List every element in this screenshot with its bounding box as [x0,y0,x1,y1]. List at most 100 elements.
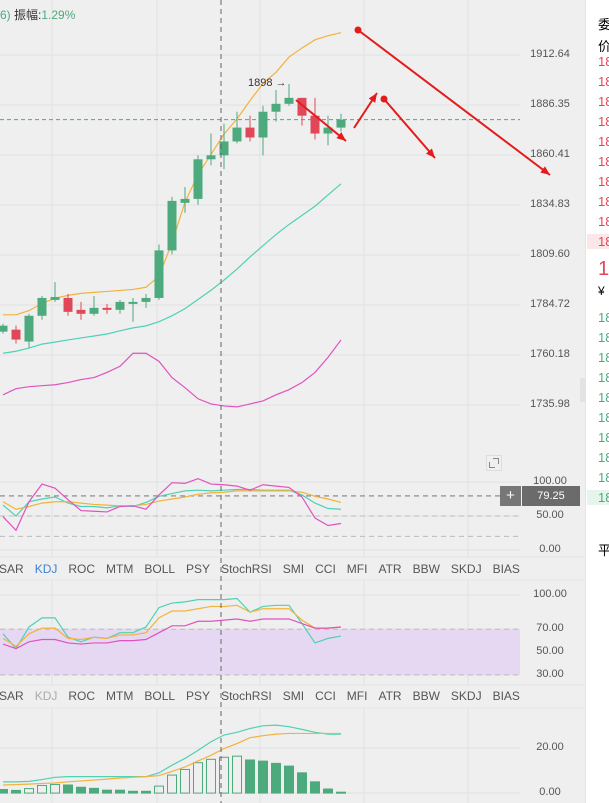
histogram-bar [219,756,229,794]
y-axis-tick-label: 0.00 [539,543,561,555]
y-axis-tick-label: 1834.83 [530,198,570,210]
y-axis-tick-label: 100.00 [533,588,567,600]
expand-icon[interactable] [486,455,502,471]
indicator-tab-smi[interactable]: SMI [282,689,305,703]
indicator-tab-roc[interactable]: ROC [68,689,96,703]
indicator-tab-bbw[interactable]: BBW [412,562,440,576]
indicator-tab-sar[interactable]: SAR [0,689,24,703]
y-axis-tick-label: 1735.98 [530,398,570,410]
y-axis-tick-label: 1809.60 [530,248,570,260]
indicator-tab-kdj[interactable]: KDJ [34,562,58,576]
bid-price: 18 [598,330,609,345]
y-axis-tick-label: 1860.41 [530,148,570,160]
ask-price: 18 [598,74,609,89]
side-panel-collapse-handle[interactable] [580,378,586,402]
histogram-bar [310,781,320,794]
indicator-tab-kdj[interactable]: KDJ [34,689,58,703]
y-axis-tick-label: 1760.18 [530,348,570,360]
candle-body [297,97,307,116]
amplitude-header: 6) 振幅:1.29% [0,6,75,23]
price-column-label: 价 [598,36,609,55]
y-axis-tick-label: 0.00 [539,786,561,798]
bid-price: 18 [598,470,609,485]
indicator-tab-boll[interactable]: BOLL [144,689,176,703]
high-price-annotation: 1898 → [248,77,287,89]
crosshair-add-button[interactable]: + [500,486,521,506]
histogram-bar [258,760,268,794]
amplitude-label: 振幅: [14,8,42,22]
candle-body [37,297,47,316]
bid-price: 18 [598,410,609,425]
indicator-tab-stochrsi[interactable]: StochRSI [221,562,272,576]
candle-body [24,315,34,342]
annotation-dot [380,95,388,103]
indicator-tab-boll[interactable]: BOLL [144,562,176,576]
y-axis-tick-label: 70.00 [536,622,564,634]
indicator-tab-mtm[interactable]: MTM [106,562,134,576]
ask-price: 18 [598,174,609,189]
currency-symbol: ¥ [598,284,605,298]
candle-body [310,115,320,134]
candle-body [258,111,268,138]
candle-body [206,155,216,160]
order-book-title: 委 [598,14,609,33]
y-axis-tick-label: 30.00 [536,668,564,680]
indicator-tab-skdj[interactable]: SKDJ [450,689,482,703]
series-line-teal [2,488,342,517]
histogram-bar [89,787,99,794]
series-line-orange [3,32,342,316]
series-line-magenta [2,618,342,650]
order-book-footer: 平 [598,540,609,559]
histogram-bar [297,772,307,794]
ask-price: 18 [598,94,609,109]
indicator-tab-cci[interactable]: CCI [315,689,336,703]
stock-chart[interactable]: 1898 → [0,0,585,803]
indicator-tab-mfi[interactable]: MFI [346,689,368,703]
candle-body [193,159,203,199]
indicator-tab-bias[interactable]: BIAS [492,689,520,703]
annotation-arrow-line [295,99,347,142]
candle-body [76,309,86,314]
ask-price: 18 [598,54,609,69]
order-book-panel: 委价181818181818181818181¥1818181818181818… [585,0,609,803]
indicator-tab-smi[interactable]: SMI [282,562,305,576]
candle-body [180,198,190,203]
indicator-tab-psy[interactable]: PSY [186,689,211,703]
bid-price: 18 [598,390,609,405]
candle-body [245,127,255,138]
candle-body [154,250,164,298]
indicator-tab-psy[interactable]: PSY [186,562,211,576]
histogram-bar [245,759,255,794]
crosshair-value-label: 79.25 [522,486,580,506]
last-price: 1 [598,258,609,280]
indicator-tab-mtm[interactable]: MTM [106,689,134,703]
annotation-arrow-line [383,98,436,159]
indicator-tab-atr[interactable]: ATR [378,562,402,576]
candle-body [232,127,242,142]
indicator-tab-atr[interactable]: ATR [378,689,402,703]
series-line-teal [3,724,341,783]
indicator-tab-bias[interactable]: BIAS [492,562,520,576]
candle-body [336,119,346,128]
indicator-tab-mfi[interactable]: MFI [346,562,368,576]
series-line-magenta [2,339,342,408]
series-line-teal [2,183,342,354]
indicator-tab-bbw[interactable]: BBW [412,689,440,703]
bid-price: 18 [598,310,609,325]
ask-price: 18 [598,194,609,209]
candle-body [323,127,333,134]
y-axis-tick-label: 1784.72 [530,298,570,310]
indicator-tab-sar[interactable]: SAR [0,562,24,576]
indicator-tab-roc[interactable]: ROC [68,562,96,576]
histogram-bar [154,785,164,794]
histogram-bar [271,762,281,794]
histogram-bar [76,786,86,794]
indicator-tab-stochrsi[interactable]: StochRSI [221,689,272,703]
indicator-tab-skdj[interactable]: SKDJ [450,562,482,576]
indicator-tab-cci[interactable]: CCI [315,562,336,576]
candle-body [219,141,229,156]
ask-price: 18 [598,214,609,229]
histogram-bar [232,755,242,794]
histogram-bar [128,790,138,794]
candle-body [271,103,281,112]
